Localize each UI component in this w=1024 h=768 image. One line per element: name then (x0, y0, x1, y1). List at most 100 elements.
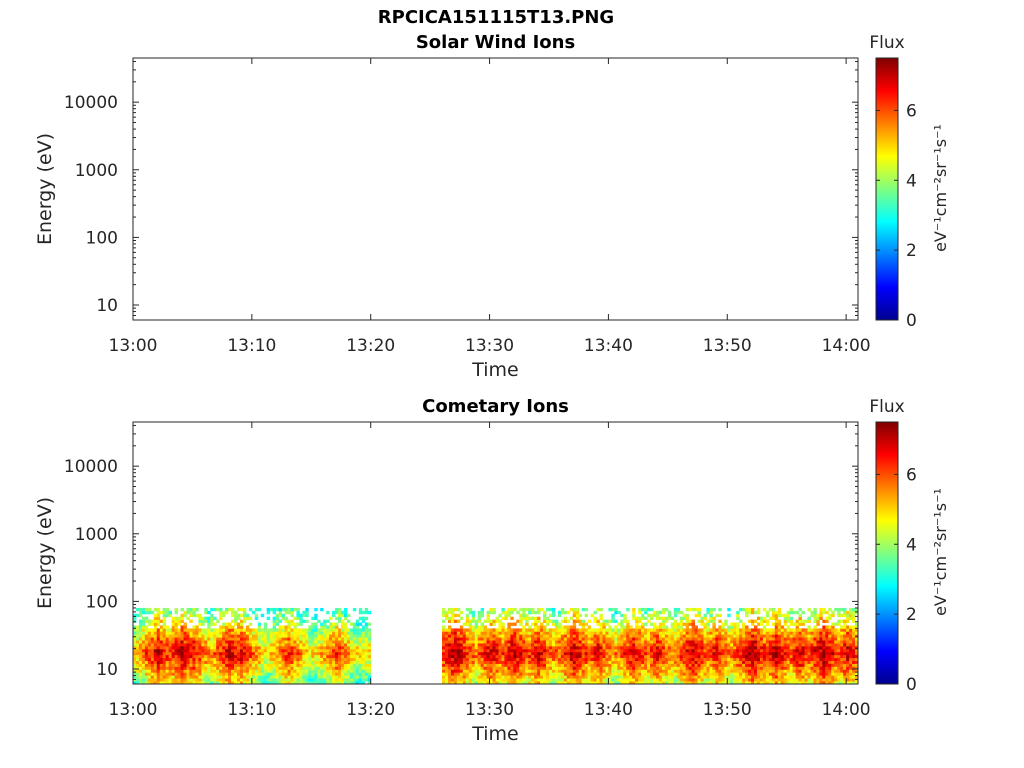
heatmap-cell (522, 669, 526, 673)
heatmap-cell (673, 657, 678, 661)
heatmap-cell (715, 681, 719, 684)
heatmap-cell (534, 675, 538, 679)
heatmap-cell (798, 675, 802, 679)
heatmap-cell (343, 634, 348, 638)
heatmap-cell (242, 634, 247, 638)
heatmap-cell (468, 640, 473, 644)
heatmap-cell (661, 640, 666, 644)
heatmap-cell (311, 678, 315, 682)
heatmap-cell (239, 669, 244, 673)
heatmap-cell (263, 631, 268, 635)
heatmap-cell (703, 678, 707, 682)
heatmap-cell (367, 634, 372, 638)
heatmap-cell (207, 610, 211, 615)
heatmap-cell (189, 631, 193, 635)
heatmap-cell (822, 651, 826, 656)
heatmap-cell (543, 610, 547, 615)
heatmap-cell (332, 675, 336, 679)
heatmap-cell (626, 651, 630, 656)
heatmap-cell (507, 625, 511, 629)
heatmap-cell (237, 640, 241, 644)
heatmap-cell (352, 654, 357, 659)
heatmap-cell (237, 634, 241, 638)
heatmap-cell (471, 616, 476, 621)
heatmap-cell (153, 669, 158, 673)
heatmap-cell (302, 654, 306, 659)
heatmap-cell (528, 634, 532, 638)
heatmap-cell (257, 657, 262, 661)
heatmap-cell (783, 666, 788, 670)
heatmap-cell (263, 628, 268, 632)
heatmap-cell (207, 672, 211, 676)
heatmap-cell (501, 640, 505, 644)
heatmap-cell (638, 640, 642, 644)
heatmap-cell (569, 643, 574, 647)
heatmap-cell (650, 675, 654, 679)
heatmap-cell (287, 634, 291, 638)
heatmap-cell (831, 669, 835, 673)
heatmap-cell (768, 634, 773, 638)
heatmap-cell (551, 619, 556, 623)
heatmap-cell (647, 637, 651, 641)
heatmap-cell (831, 613, 835, 618)
heatmap-cell (156, 681, 161, 684)
heatmap-cell (522, 645, 526, 650)
heatmap-cell (813, 666, 817, 670)
heatmap-cell (786, 678, 791, 682)
heatmap-cell (629, 643, 633, 647)
heatmap-cell (762, 616, 767, 621)
heatmap-cell (329, 625, 333, 629)
heatmap-cell (706, 637, 710, 641)
heatmap-cell (644, 645, 648, 650)
heatmap-cell (346, 619, 351, 623)
heatmap-cell (754, 619, 758, 623)
heatmap-cell (834, 628, 838, 632)
heatmap-cell (593, 643, 597, 647)
heatmap-cell (742, 643, 746, 647)
heatmap-cell (626, 678, 630, 682)
heatmap-cell (816, 654, 820, 659)
heatmap-cell (287, 631, 291, 635)
heatmap-cell (727, 648, 731, 653)
heatmap-cell (269, 643, 274, 647)
heatmap-cell (272, 607, 277, 612)
heatmap-cell (575, 678, 580, 682)
heatmap-cell (638, 669, 642, 673)
heatmap-cell (138, 672, 143, 676)
heatmap-cell (587, 648, 591, 653)
heatmap-cell (736, 648, 740, 653)
heatmap-cell (314, 648, 318, 653)
heatmap-cell (251, 654, 256, 659)
heatmap-cell (661, 628, 666, 632)
heatmap-cell (329, 628, 333, 632)
heatmap-cell (317, 631, 321, 635)
heatmap-cell (251, 645, 256, 650)
heatmap-cell (581, 669, 586, 673)
heatmap-cell (510, 675, 514, 679)
heatmap-cell (768, 607, 773, 612)
heatmap-cell (816, 628, 820, 632)
heatmap-cell (338, 631, 342, 635)
heatmap-cell (192, 660, 196, 664)
heatmap-cell (745, 669, 749, 673)
heatmap-cell (489, 657, 493, 661)
heatmap-cell (581, 681, 586, 684)
heatmap-cell (789, 669, 794, 673)
heatmap-cell (314, 666, 318, 670)
heatmap-cell (364, 607, 369, 612)
heatmap-cell (269, 645, 274, 650)
heatmap-cell (239, 681, 244, 684)
heatmap-cell (771, 666, 776, 670)
heatmap-cell (525, 672, 529, 676)
heatmap-cell (816, 634, 820, 638)
heatmap-cell (269, 607, 274, 612)
heatmap-cell (611, 628, 615, 632)
heatmap-cell (759, 637, 764, 641)
heatmap-cell (507, 651, 511, 656)
heatmap-cell (474, 657, 479, 661)
heatmap-cell (471, 672, 476, 676)
heatmap-cell (507, 663, 511, 667)
heatmap-cell (563, 645, 568, 650)
heatmap-cell (275, 616, 279, 621)
